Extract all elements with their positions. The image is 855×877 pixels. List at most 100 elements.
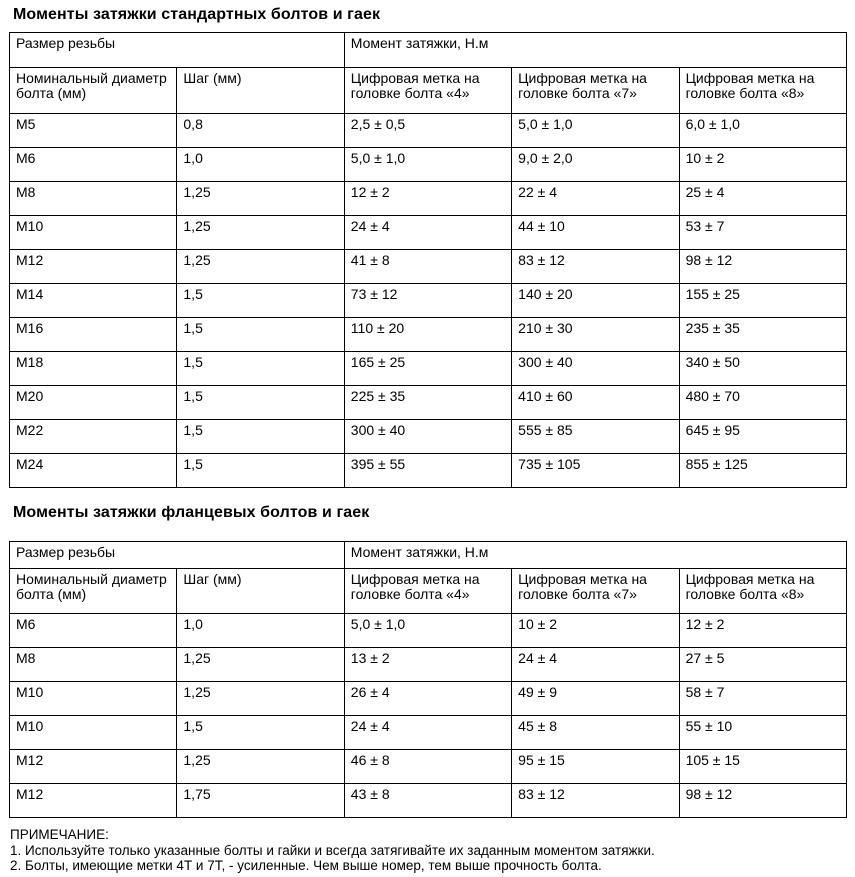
cell-diameter: М12 bbox=[8, 749, 178, 784]
thread-size-group-header: Размер резьбы bbox=[9, 541, 345, 569]
cell-torque-mark-8: 340 ± 50 bbox=[678, 351, 848, 386]
cell-torque-mark-4: 165 ± 25 bbox=[343, 351, 513, 386]
cell-torque-mark-7: 140 ± 20 bbox=[511, 283, 680, 318]
cell-diameter: М20 bbox=[8, 385, 178, 420]
cell-pitch: 1,25 bbox=[176, 647, 345, 682]
cell-torque-mark-7: 45 ± 8 bbox=[511, 715, 680, 750]
col-header-mark-7: Цифровая метка на головке болта «7» bbox=[511, 67, 680, 114]
cell-torque-mark-8: 98 ± 12 bbox=[678, 249, 848, 284]
cell-torque-mark-4: 43 ± 8 bbox=[343, 783, 513, 818]
cell-torque-mark-8: 235 ± 35 bbox=[678, 317, 848, 352]
cell-torque-mark-4: 26 ± 4 bbox=[343, 681, 513, 716]
cell-torque-mark-7: 83 ± 12 bbox=[511, 783, 680, 818]
cell-pitch: 1,25 bbox=[176, 681, 345, 716]
col-header-diameter: Номинальный диаметр болта (мм) bbox=[8, 67, 178, 114]
cell-torque-mark-4: 2,5 ± 0,5 bbox=[343, 113, 513, 148]
standard-bolts-table: Размер резьбы Момент затяжки, Н.м Номина… bbox=[8, 32, 848, 488]
cell-diameter: М8 bbox=[8, 647, 178, 682]
cell-torque-mark-4: 5,0 ± 1,0 bbox=[343, 613, 513, 648]
cell-torque-mark-4: 300 ± 40 bbox=[343, 419, 513, 454]
cell-torque-mark-8: 27 ± 5 bbox=[678, 647, 848, 682]
col-header-diameter: Номинальный диаметр болта (мм) bbox=[8, 568, 178, 614]
cell-torque-mark-4: 13 ± 2 bbox=[343, 647, 513, 682]
cell-torque-mark-8: 105 ± 15 bbox=[678, 749, 848, 784]
table-row: М12 1,25 41 ± 8 83 ± 12 98 ± 12 bbox=[8, 249, 848, 284]
table-row: М16 1,5 110 ± 20 210 ± 30 235 ± 35 bbox=[8, 317, 848, 352]
cell-torque-mark-7: 95 ± 15 bbox=[511, 749, 680, 784]
notes-title: ПРИМЕЧАНИЕ: bbox=[10, 827, 109, 842]
col-header-mark-8: Цифровая метка на головке болта «8» bbox=[678, 568, 848, 614]
cell-diameter: М14 bbox=[8, 283, 178, 318]
cell-diameter: М22 bbox=[8, 419, 178, 454]
cell-pitch: 1,5 bbox=[176, 385, 345, 420]
cell-torque-mark-8: 98 ± 12 bbox=[678, 783, 848, 818]
cell-torque-mark-8: 58 ± 7 bbox=[678, 681, 848, 716]
col-header-mark-4: Цифровая метка на головке болта «4» bbox=[343, 568, 513, 614]
group-header-row: Размер резьбы Момент затяжки, Н.м bbox=[9, 541, 848, 569]
cell-torque-mark-7: 22 ± 4 bbox=[511, 181, 680, 216]
table-row: М10 1,25 24 ± 4 44 ± 10 53 ± 7 bbox=[8, 215, 848, 250]
cell-torque-mark-7: 555 ± 85 bbox=[511, 419, 680, 454]
table-row: М12 1,75 43 ± 8 83 ± 12 98 ± 12 bbox=[8, 783, 848, 818]
cell-torque-mark-8: 6,0 ± 1,0 bbox=[678, 113, 848, 148]
cell-torque-mark-4: 24 ± 4 bbox=[343, 215, 513, 250]
cell-torque-mark-7: 44 ± 10 bbox=[511, 215, 680, 250]
cell-pitch: 1,75 bbox=[176, 783, 345, 818]
table-row: М10 1,25 26 ± 4 49 ± 9 58 ± 7 bbox=[8, 681, 848, 716]
cell-diameter: М12 bbox=[8, 783, 178, 818]
torque-group-header: Момент затяжки, Н.м bbox=[343, 32, 848, 68]
cell-pitch: 1,5 bbox=[176, 453, 345, 488]
cell-torque-mark-8: 480 ± 70 bbox=[678, 385, 848, 420]
cell-torque-mark-4: 5,0 ± 1,0 bbox=[343, 147, 513, 182]
flange-bolts-title: Моменты затяжки фланцевых болтов и гаек bbox=[13, 504, 370, 521]
table-row: М6 1,0 5,0 ± 1,0 9,0 ± 2,0 10 ± 2 bbox=[8, 147, 848, 182]
cell-torque-mark-4: 225 ± 35 bbox=[343, 385, 513, 420]
cell-torque-mark-4: 12 ± 2 bbox=[343, 181, 513, 216]
torque-group-header: Момент затяжки, Н.м bbox=[343, 541, 848, 569]
cell-diameter: М24 bbox=[8, 453, 178, 488]
note-item-2: 2. Болты, имеющие метки 4Т и 7Т, - усиле… bbox=[10, 858, 602, 873]
cell-torque-mark-7: 24 ± 4 bbox=[511, 647, 680, 682]
table-row: М24 1,5 395 ± 55 735 ± 105 855 ± 125 bbox=[8, 453, 848, 488]
cell-torque-mark-8: 645 ± 95 bbox=[678, 419, 848, 454]
table-row: М18 1,5 165 ± 25 300 ± 40 340 ± 50 bbox=[8, 351, 848, 386]
group-header-row: Размер резьбы Момент затяжки, Н.м bbox=[9, 32, 848, 68]
cell-torque-mark-7: 735 ± 105 bbox=[511, 453, 680, 488]
note-item-1: 1. Используйте только указанные болты и … bbox=[10, 842, 655, 858]
cell-pitch: 1,5 bbox=[176, 317, 345, 352]
cell-torque-mark-8: 53 ± 7 bbox=[678, 215, 848, 250]
col-header-pitch: Шаг (мм) bbox=[176, 67, 345, 114]
cell-torque-mark-7: 210 ± 30 bbox=[511, 317, 680, 352]
cell-pitch: 1,0 bbox=[176, 613, 345, 648]
notes-section: ПРИМЕЧАНИЕ: 1. Используйте только указан… bbox=[9, 827, 855, 874]
table-row: М8 1,25 13 ± 2 24 ± 4 27 ± 5 bbox=[8, 647, 848, 682]
table-row: М6 1,0 5,0 ± 1,0 10 ± 2 12 ± 2 bbox=[8, 613, 848, 648]
table-row: М5 0,8 2,5 ± 0,5 5,0 ± 1,0 6,0 ± 1,0 bbox=[8, 113, 848, 148]
cell-torque-mark-7: 49 ± 9 bbox=[511, 681, 680, 716]
cell-diameter: М16 bbox=[8, 317, 178, 352]
cell-torque-mark-7: 9,0 ± 2,0 bbox=[511, 147, 680, 182]
cell-torque-mark-7: 5,0 ± 1,0 bbox=[511, 113, 680, 148]
cell-pitch: 1,0 bbox=[176, 147, 345, 182]
cell-torque-mark-4: 24 ± 4 bbox=[343, 715, 513, 750]
cell-torque-mark-7: 83 ± 12 bbox=[511, 249, 680, 284]
flange-bolts-table: Размер резьбы Момент затяжки, Н.м Номина… bbox=[8, 541, 848, 818]
cell-torque-mark-7: 410 ± 60 bbox=[511, 385, 680, 420]
cell-diameter: М5 bbox=[8, 113, 178, 148]
cell-torque-mark-4: 46 ± 8 bbox=[343, 749, 513, 784]
col-header-mark-7: Цифровая метка на головке болта «7» bbox=[511, 568, 680, 614]
cell-torque-mark-8: 12 ± 2 bbox=[678, 613, 848, 648]
cell-torque-mark-8: 855 ± 125 bbox=[678, 453, 848, 488]
cell-pitch: 0,8 bbox=[176, 113, 345, 148]
cell-torque-mark-4: 395 ± 55 bbox=[343, 453, 513, 488]
cell-pitch: 1,25 bbox=[176, 249, 345, 284]
cell-torque-mark-8: 155 ± 25 bbox=[678, 283, 848, 318]
table-row: М8 1,25 12 ± 2 22 ± 4 25 ± 4 bbox=[8, 181, 848, 216]
col-header-mark-8: Цифровая метка на головке болта «8» bbox=[678, 67, 848, 114]
cell-torque-mark-8: 25 ± 4 bbox=[678, 181, 848, 216]
column-header-row: Номинальный диаметр болта (мм) Шаг (мм) … bbox=[8, 67, 848, 114]
cell-pitch: 1,25 bbox=[176, 181, 345, 216]
cell-pitch: 1,5 bbox=[176, 715, 345, 750]
table-row: М22 1,5 300 ± 40 555 ± 85 645 ± 95 bbox=[8, 419, 848, 454]
